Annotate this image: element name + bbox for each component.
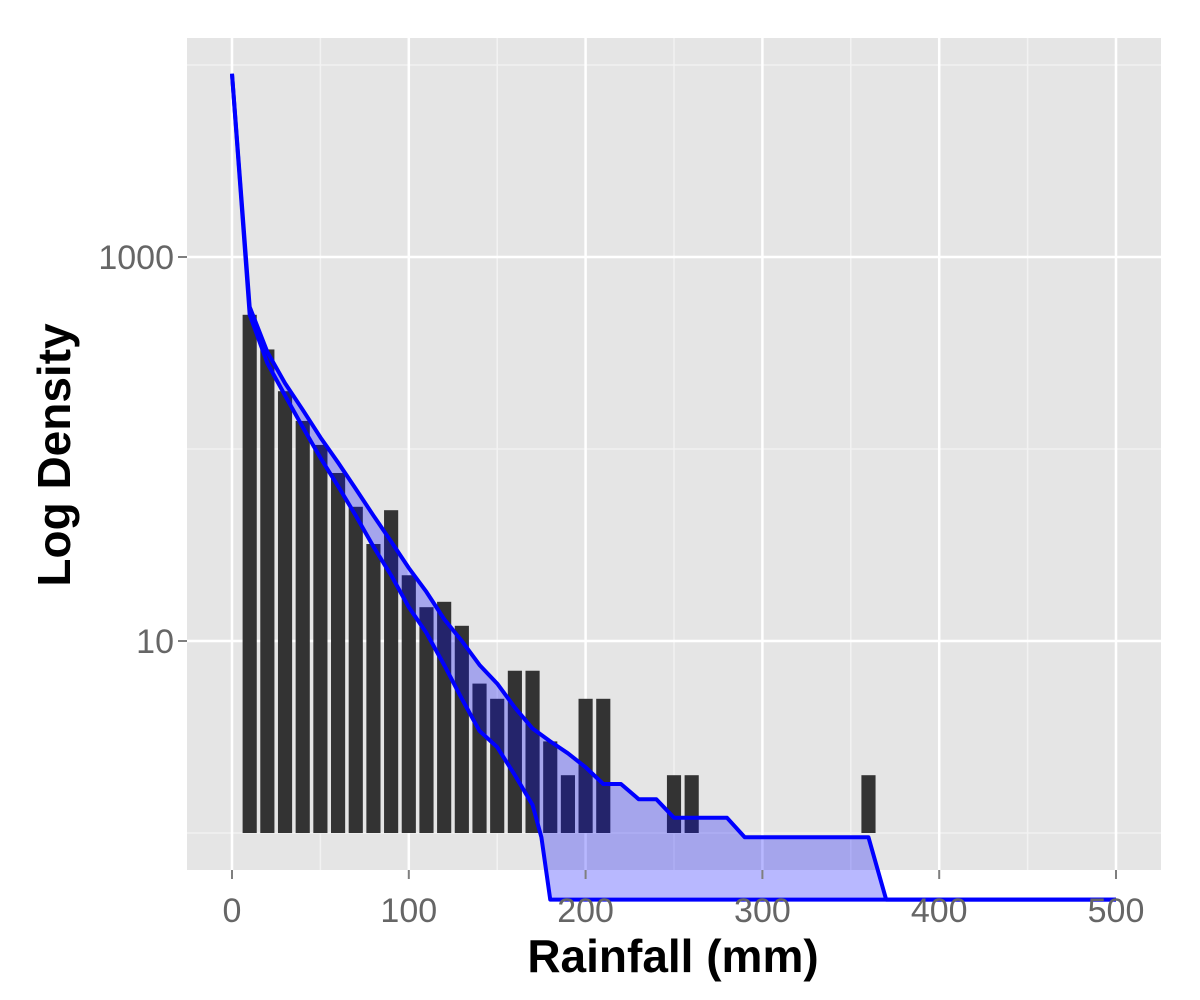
x-tick-label: 100 — [380, 892, 437, 930]
y-axis-title: Log Density — [28, 323, 80, 587]
x-tick-label: 500 — [1088, 892, 1145, 930]
envelope — [230, 73, 1116, 902]
x-tick-label: 0 — [223, 892, 242, 930]
envelope-upper-line — [230, 73, 1116, 902]
histogram-bar — [419, 607, 434, 833]
histogram-bar — [596, 698, 611, 833]
histogram-bar — [384, 510, 399, 833]
x-tick-label: 300 — [734, 892, 791, 930]
y-tick-label: 1000 — [98, 239, 174, 277]
histogram-bar — [560, 775, 575, 833]
histogram-bar — [260, 349, 275, 833]
histogram-bar — [295, 420, 310, 833]
axis-ticks — [178, 256, 1117, 879]
histogram-bar — [366, 544, 381, 833]
histogram-bar — [543, 741, 558, 833]
histogram-bar — [525, 670, 540, 833]
histogram-bar — [331, 472, 346, 833]
x-tick-label: 400 — [911, 892, 968, 930]
y-tick-label: 10 — [136, 623, 174, 661]
histogram-bar — [490, 698, 505, 833]
x-axis-title: Rainfall (mm) — [527, 930, 818, 982]
histogram-bar — [277, 391, 293, 833]
x-tick-label: 200 — [557, 892, 614, 930]
histogram-bar — [313, 444, 328, 833]
histogram-bar — [454, 625, 469, 833]
histogram-bar — [401, 575, 416, 833]
tick-labels: 0 100 200 300 400 500 10 1000 — [98, 239, 1144, 930]
histogram-bar — [861, 775, 876, 833]
envelope-lower-line — [230, 73, 1116, 902]
histogram-bar — [242, 314, 257, 834]
histogram-bar — [348, 506, 363, 833]
